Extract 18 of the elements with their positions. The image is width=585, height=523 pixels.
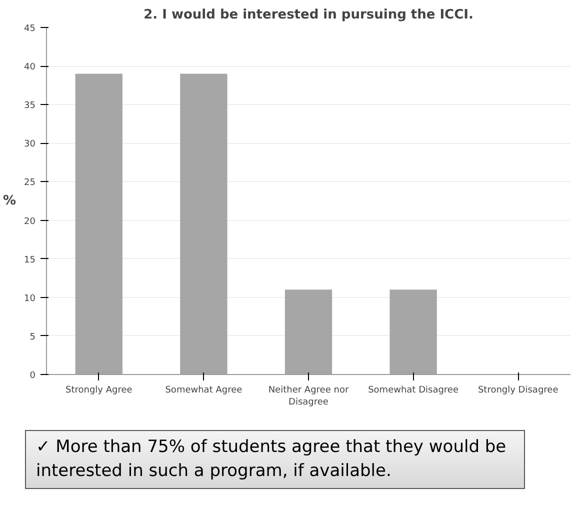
x-tick-label: Strongly Disagree (478, 386, 559, 396)
y-tick-label: 15 (24, 255, 36, 266)
y-tick-label: 35 (24, 101, 36, 112)
y-tick-label: 30 (24, 140, 36, 150)
y-tick-label: 10 (24, 294, 36, 304)
x-tick-label: Somewhat Disagree (368, 386, 459, 396)
x-tick-label: Neither Agree nor Disagree (268, 386, 349, 408)
x-tick-label: Strongly Agree (66, 386, 133, 396)
text: ✓ More than 75% of students agree that they would be interested in such a program, if available. (36, 436, 508, 484)
y-tick-label: 25 (24, 178, 36, 188)
chart-title: 2. I would be interested in pursuing the ICCI. (144, 8, 474, 22)
y-tick-label: 40 (24, 62, 36, 73)
y-tick-label: 5 (30, 332, 36, 342)
y-axis-title: % (3, 194, 16, 208)
y-tick-label: 45 (24, 24, 36, 34)
x-tick-label: Somewhat Agree (165, 386, 243, 396)
y-tick-label: 20 (24, 216, 36, 227)
y-tick-label: 0 (30, 371, 36, 381)
